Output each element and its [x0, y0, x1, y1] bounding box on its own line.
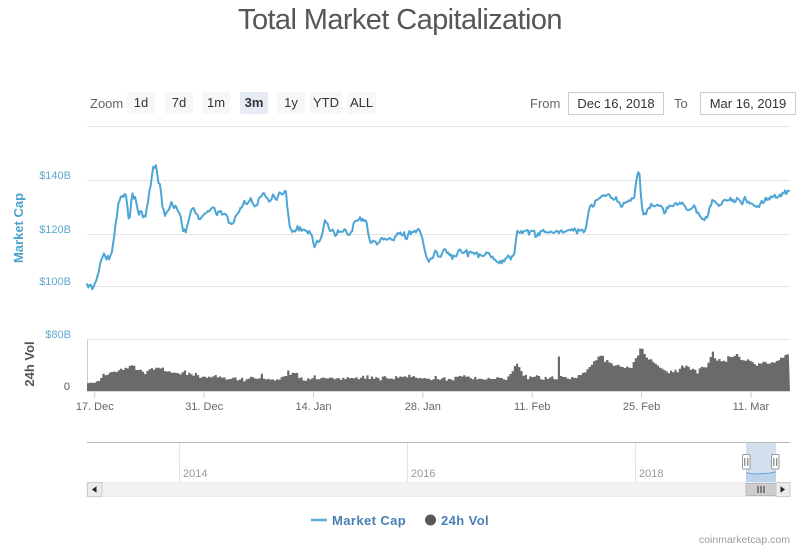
svg-text:31. Dec: 31. Dec [185, 401, 223, 413]
svg-text:11. Mar: 11. Mar [733, 401, 770, 413]
svg-text:$120B: $120B [39, 224, 71, 236]
svg-text:14. Jan: 14. Jan [295, 401, 331, 413]
svg-text:28. Jan: 28. Jan [405, 401, 441, 413]
svg-text:0: 0 [64, 381, 70, 393]
svg-text:Market Cap: Market Cap [332, 513, 406, 528]
svg-text:2014: 2014 [183, 468, 207, 480]
svg-text:$100B: $100B [39, 276, 71, 288]
svg-text:17. Dec: 17. Dec [76, 401, 114, 413]
svg-text:24h Vol: 24h Vol [22, 341, 37, 386]
svg-text:$80B: $80B [45, 329, 71, 341]
svg-text:25. Feb: 25. Feb [623, 401, 660, 413]
svg-text:11. Feb: 11. Feb [514, 401, 551, 413]
svg-text:2016: 2016 [411, 468, 435, 480]
svg-text:2018: 2018 [639, 468, 663, 480]
svg-text:$140B: $140B [39, 170, 71, 182]
svg-text:24h Vol: 24h Vol [441, 513, 489, 528]
svg-text:Market Cap: Market Cap [11, 193, 26, 263]
